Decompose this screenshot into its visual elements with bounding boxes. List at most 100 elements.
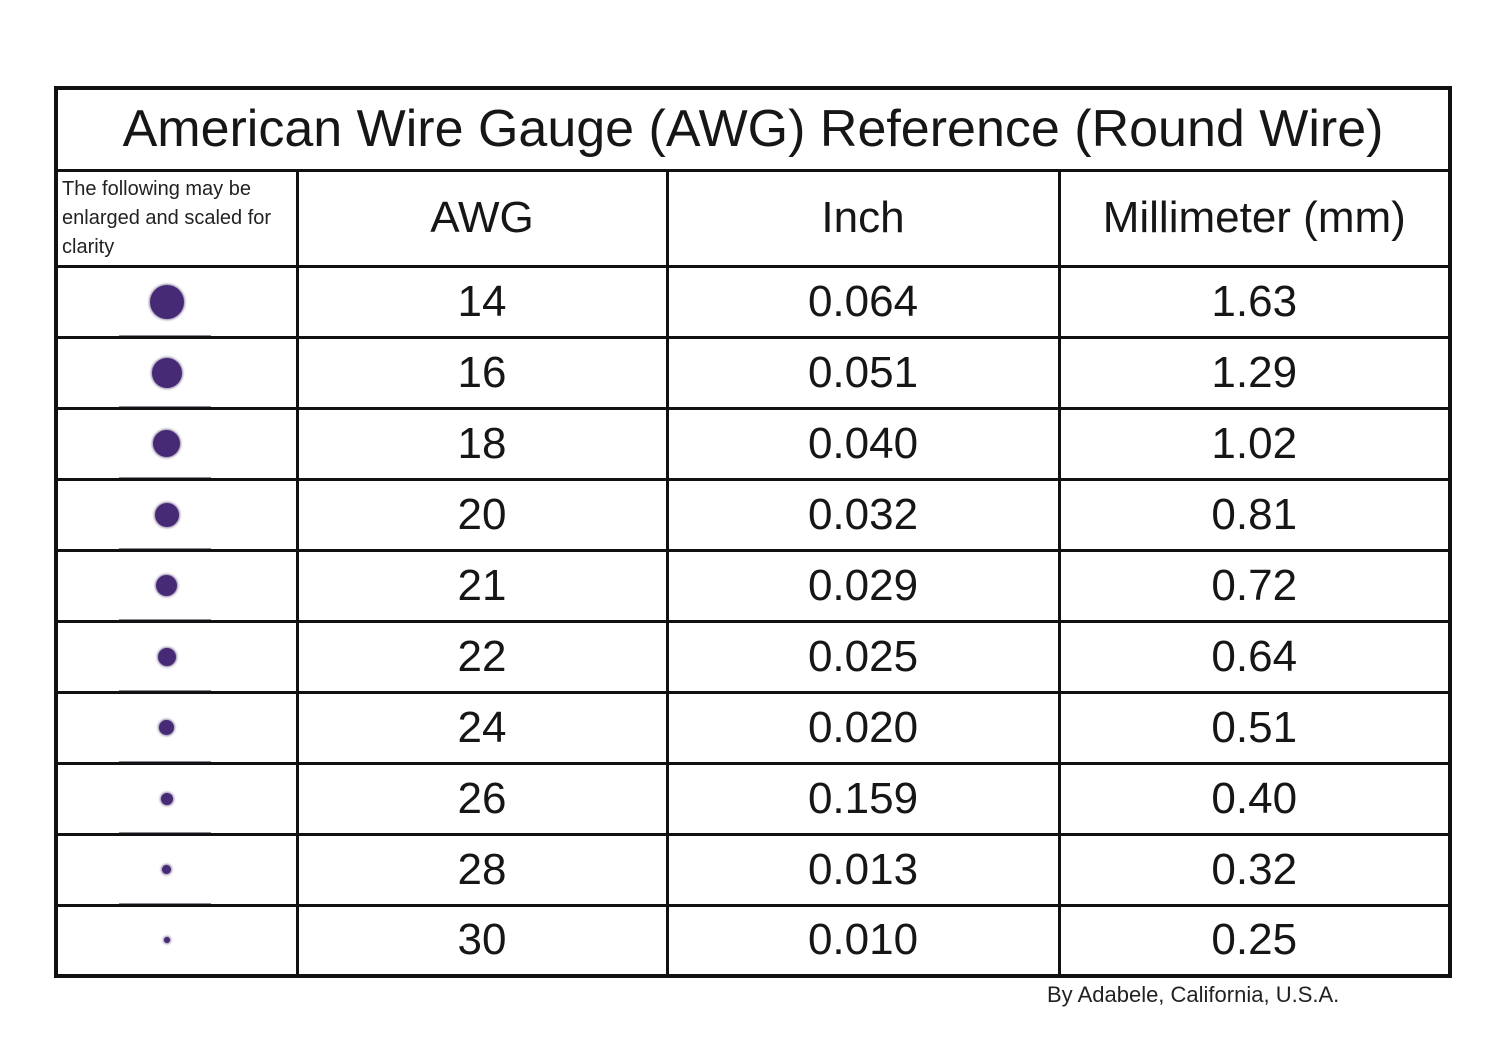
wire-dot-icon [149,284,184,319]
awg-cell: 14 [295,264,669,339]
inch-cell: 0.013 [665,832,1061,907]
wire-dot-icon [157,647,176,666]
awg-cell: 24 [295,690,669,765]
wire-size-cell [54,619,299,694]
awg-value: 26 [457,773,507,823]
wire-dot-icon [151,357,182,388]
mm-cell: 0.32 [1057,832,1452,907]
awg-reference-table: American Wire Gauge (AWG) Reference (Rou… [54,86,1452,978]
column-header-mm-cell: Millimeter (mm) [1057,168,1452,268]
awg-cell: 16 [295,335,669,410]
inch-cell: 0.159 [665,761,1061,836]
wire-dot-icon [156,575,178,596]
awg-value: 24 [457,702,507,752]
footer-credit: By Adabele, California, U.S.A. [1047,982,1340,1007]
mm-cell: 1.63 [1057,264,1452,339]
dot-wrap [59,695,286,760]
wire-dot-icon [163,937,170,944]
awg-value: 14 [457,276,507,326]
dot-wrap [59,411,286,476]
column-header-mm: Millimeter (mm) [1102,193,1406,242]
mm-value: 0.51 [1211,702,1298,752]
wire-size-cell [54,903,299,978]
inch-value: 0.025 [807,631,919,681]
inch-cell: 0.064 [665,264,1061,339]
mm-cell: 0.51 [1057,690,1452,765]
mm-value: 1.63 [1211,276,1298,326]
column-header-inch-cell: Inch [665,168,1061,268]
inch-value: 0.064 [807,276,919,326]
wire-size-cell [54,335,299,410]
awg-value: 30 [457,915,507,965]
mm-value: 0.64 [1211,631,1298,681]
inch-value: 0.051 [807,347,919,397]
inch-value: 0.013 [807,844,919,894]
table-row: 26 0.159 0.40 [54,761,1452,836]
table-row: 20 0.032 0.81 [54,477,1452,552]
awg-cell: 30 [295,903,669,978]
table-row: 22 0.025 0.64 [54,619,1452,694]
mm-value: 0.72 [1211,560,1298,610]
wire-dot-icon [154,502,179,527]
table-row: 21 0.029 0.72 [54,548,1452,623]
mm-value: 1.29 [1211,347,1298,397]
inch-value: 0.020 [807,702,919,752]
wire-dot-icon [162,865,172,874]
awg-value: 20 [457,489,507,539]
mm-value: 0.32 [1211,844,1298,894]
inch-cell: 0.029 [665,548,1061,623]
page-title: American Wire Gauge (AWG) Reference (Rou… [122,100,1384,159]
inch-value: 0.032 [807,489,919,539]
awg-cell: 26 [295,761,669,836]
mm-value: 0.40 [1211,773,1298,823]
mm-value: 1.02 [1211,418,1298,468]
table-row: 28 0.013 0.32 [54,832,1452,907]
title-row: American Wire Gauge (AWG) Reference (Rou… [54,86,1452,172]
inch-value: 0.010 [807,915,919,965]
table-row: 24 0.020 0.51 [54,690,1452,765]
inch-cell: 0.020 [665,690,1061,765]
wire-dot-icon [153,430,181,457]
column-header-awg-cell: AWG [295,168,669,268]
mm-cell: 0.25 [1057,903,1452,978]
dot-wrap [59,624,286,689]
awg-cell: 18 [295,406,669,481]
mm-value: 0.81 [1211,489,1298,539]
column-header-inch: Inch [821,193,905,242]
table-row: 18 0.040 1.02 [54,406,1452,481]
awg-value: 28 [457,844,507,894]
mm-cell: 1.29 [1057,335,1452,410]
dot-wrap [59,269,286,334]
wire-size-cell [54,690,299,765]
wire-size-cell [54,832,299,907]
note-cell: The following may be enlarged and scaled… [54,168,299,268]
awg-value: 18 [457,418,507,468]
dot-wrap [59,340,286,405]
wire-size-cell [54,548,299,623]
scale-note: The following may be enlarged and scaled… [62,177,272,258]
awg-cell: 21 [295,548,669,623]
header-row: The following may be enlarged and scaled… [54,168,1452,268]
wire-size-cell [54,761,299,836]
wire-dot-icon [160,792,173,805]
dot-wrap [59,553,286,618]
dot-wrap [59,766,286,831]
awg-value: 21 [457,560,507,610]
inch-cell: 0.032 [665,477,1061,552]
dot-wrap [59,837,286,902]
inch-cell: 0.010 [665,903,1061,978]
inch-value: 0.029 [807,560,919,610]
awg-cell: 22 [295,619,669,694]
awg-value: 22 [457,631,507,681]
title-cell: American Wire Gauge (AWG) Reference (Rou… [54,86,1452,172]
table-row: 16 0.051 1.29 [54,335,1452,410]
column-header-awg: AWG [430,193,534,242]
table-row: 30 0.010 0.25 [54,903,1452,978]
wire-size-cell [54,264,299,339]
mm-cell: 0.40 [1057,761,1452,836]
awg-cell: 20 [295,477,669,552]
mm-cell: 0.81 [1057,477,1452,552]
wire-size-cell [54,477,299,552]
dot-wrap [59,482,286,547]
